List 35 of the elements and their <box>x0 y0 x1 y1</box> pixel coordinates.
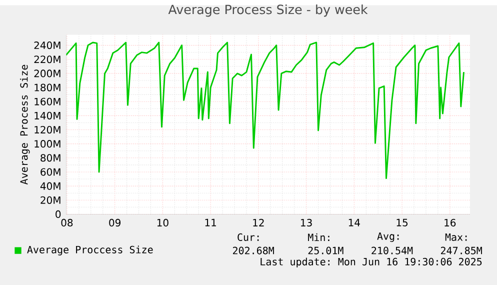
y-tick-label: 100M <box>34 140 60 148</box>
y-tick-label: 0 <box>56 210 61 218</box>
y-tick-label: 220M <box>34 55 60 64</box>
line-series <box>66 42 465 179</box>
text: 202.68M <box>232 246 274 254</box>
x-tick-label: 12 <box>253 218 264 226</box>
y-axis-title: Average Process Size <box>20 64 30 184</box>
y-tick-label: 120M <box>34 126 60 134</box>
x-tick-label: 16 <box>444 218 456 226</box>
y-tick-label: 200M <box>34 70 60 78</box>
text: 25.01M <box>308 246 344 254</box>
text: 210.54M <box>372 246 413 254</box>
chart-title: Average Process Size - by week <box>168 4 368 17</box>
x-tick-label: 14 <box>348 218 360 226</box>
text: 247.85M <box>440 246 482 254</box>
x-tick-label: 15 <box>396 218 408 226</box>
y-tick-label: 80M <box>40 154 60 162</box>
x-tick-label: 11 <box>205 218 216 226</box>
y-tick-label: 20M <box>40 196 60 204</box>
y-tick-label: 160M <box>34 98 60 106</box>
y-tick-label: 140M <box>34 112 60 120</box>
y-tick-label: 180M <box>34 84 60 92</box>
text: Cur: <box>238 233 259 241</box>
text: Max: <box>445 233 467 241</box>
y-tick-label: 40M <box>40 182 60 190</box>
x-tick-label: 13 <box>301 218 312 226</box>
text: Last update: Mon Jun 16 19:30:06 2025 <box>260 258 482 268</box>
x-tick-label: 09 <box>109 218 120 226</box>
y-tick-label: 60M <box>40 168 60 176</box>
legend-label: Average Proccess Size <box>27 246 153 256</box>
x-tick-label: 08 <box>61 218 73 226</box>
text: Avg: <box>377 232 399 242</box>
x-tick-label: 10 <box>157 218 168 226</box>
y-tick-label: 240M <box>34 41 60 49</box>
text: Min: <box>308 233 330 241</box>
